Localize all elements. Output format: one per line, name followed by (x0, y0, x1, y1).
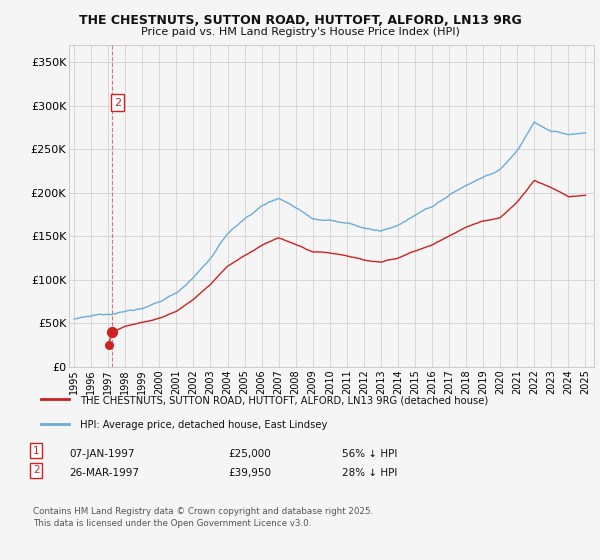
Text: £39,950: £39,950 (228, 468, 271, 478)
Text: 28% ↓ HPI: 28% ↓ HPI (342, 468, 397, 478)
Text: 26-MAR-1997: 26-MAR-1997 (69, 468, 139, 478)
Point (104, 340, 113, 349)
Text: Contains HM Land Registry data © Crown copyright and database right 2025.
This d: Contains HM Land Registry data © Crown c… (33, 507, 373, 528)
Text: 2: 2 (114, 97, 121, 108)
Text: 2: 2 (33, 465, 40, 475)
Text: 56% ↓ HPI: 56% ↓ HPI (342, 449, 397, 459)
Text: HPI: Average price, detached house, East Lindsey: HPI: Average price, detached house, East… (80, 420, 327, 430)
Text: THE CHESTNUTS, SUTTON ROAD, HUTTOFT, ALFORD, LN13 9RG: THE CHESTNUTS, SUTTON ROAD, HUTTOFT, ALF… (79, 14, 521, 27)
Text: THE CHESTNUTS, SUTTON ROAD, HUTTOFT, ALFORD, LN13 9RG (detached house): THE CHESTNUTS, SUTTON ROAD, HUTTOFT, ALF… (80, 395, 488, 405)
Point (107, 328, 117, 337)
Text: £25,000: £25,000 (228, 449, 271, 459)
Text: 1: 1 (33, 446, 40, 456)
Text: 07-JAN-1997: 07-JAN-1997 (69, 449, 134, 459)
Text: Price paid vs. HM Land Registry's House Price Index (HPI): Price paid vs. HM Land Registry's House … (140, 27, 460, 37)
